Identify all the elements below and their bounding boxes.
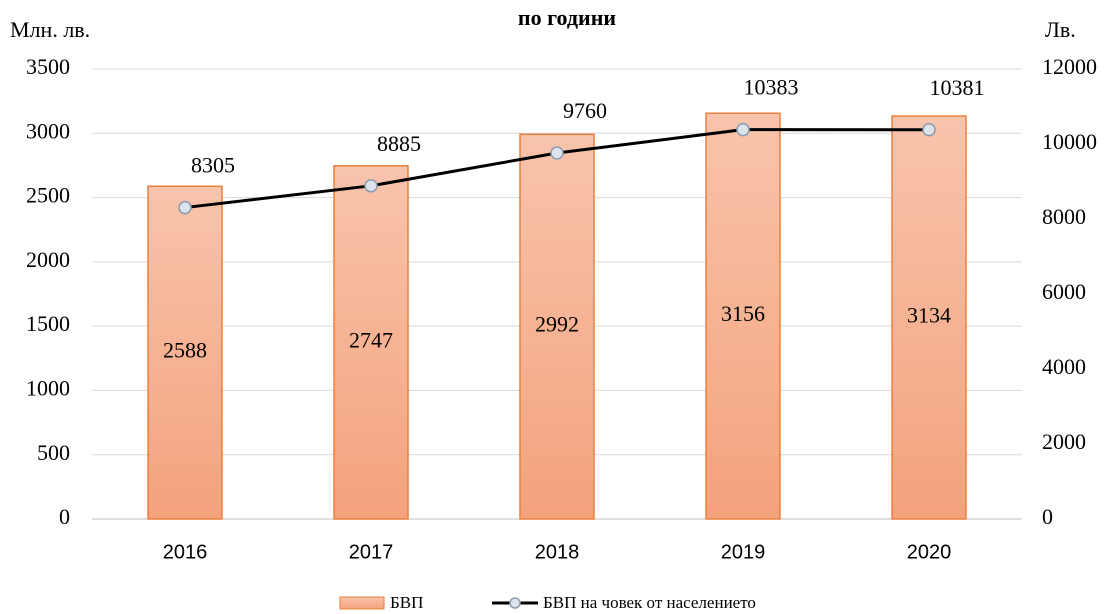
chart-title: по години xyxy=(518,5,616,30)
y2-tick-label: 8000 xyxy=(1042,204,1086,229)
y2-tick-label: 4000 xyxy=(1042,354,1086,379)
x-tick-label: 2020 xyxy=(907,541,952,563)
bar xyxy=(519,133,595,520)
data-label: 2588 xyxy=(163,338,207,363)
x-tick-label: 2017 xyxy=(349,541,394,563)
data-label: 2992 xyxy=(535,312,579,337)
data-label: 2747 xyxy=(349,327,393,352)
data-label: 3134 xyxy=(907,303,951,328)
bar xyxy=(705,112,781,520)
y-tick-label: 3500 xyxy=(26,54,70,79)
line-marker xyxy=(550,146,564,160)
legend-marker xyxy=(509,597,521,609)
data-label: 10381 xyxy=(930,75,985,100)
y2-axis-label: Лв. xyxy=(1045,17,1076,42)
y-axis-label: Млн. лв. xyxy=(10,17,90,42)
y2-tick-label: 10000 xyxy=(1042,129,1097,154)
legend-label: БВП xyxy=(390,593,423,612)
y2-tick-label: 12000 xyxy=(1042,54,1097,79)
data-label: 3156 xyxy=(721,301,765,326)
y-tick-label: 1500 xyxy=(26,311,70,336)
line-marker xyxy=(364,179,378,193)
line-marker xyxy=(736,122,750,137)
x-tick-label: 2016 xyxy=(163,541,208,563)
y-tick-label: 2000 xyxy=(26,247,70,272)
bar xyxy=(333,165,409,520)
x-tick-label: 2018 xyxy=(535,541,580,563)
y2-tick-label: 2000 xyxy=(1042,429,1086,454)
legend-label: БВП на човек от населението xyxy=(543,593,756,612)
y-tick-label: 500 xyxy=(37,440,70,465)
y2-tick-label: 0 xyxy=(1042,504,1053,529)
data-label: 9760 xyxy=(563,98,607,123)
y-tick-label: 1000 xyxy=(26,375,70,400)
bar xyxy=(891,115,967,520)
y-tick-label: 3000 xyxy=(26,118,70,143)
y2-tick-label: 6000 xyxy=(1042,279,1086,304)
y-tick-label: 0 xyxy=(59,504,70,529)
data-label: 8885 xyxy=(377,131,421,156)
x-tick-label: 2019 xyxy=(721,541,766,563)
data-label: 8305 xyxy=(191,153,235,178)
line-marker xyxy=(178,200,192,215)
bar xyxy=(147,185,223,520)
data-label: 10383 xyxy=(744,75,799,100)
legend-swatch xyxy=(339,596,385,610)
line-marker xyxy=(922,122,936,137)
y-tick-label: 2500 xyxy=(26,183,70,208)
